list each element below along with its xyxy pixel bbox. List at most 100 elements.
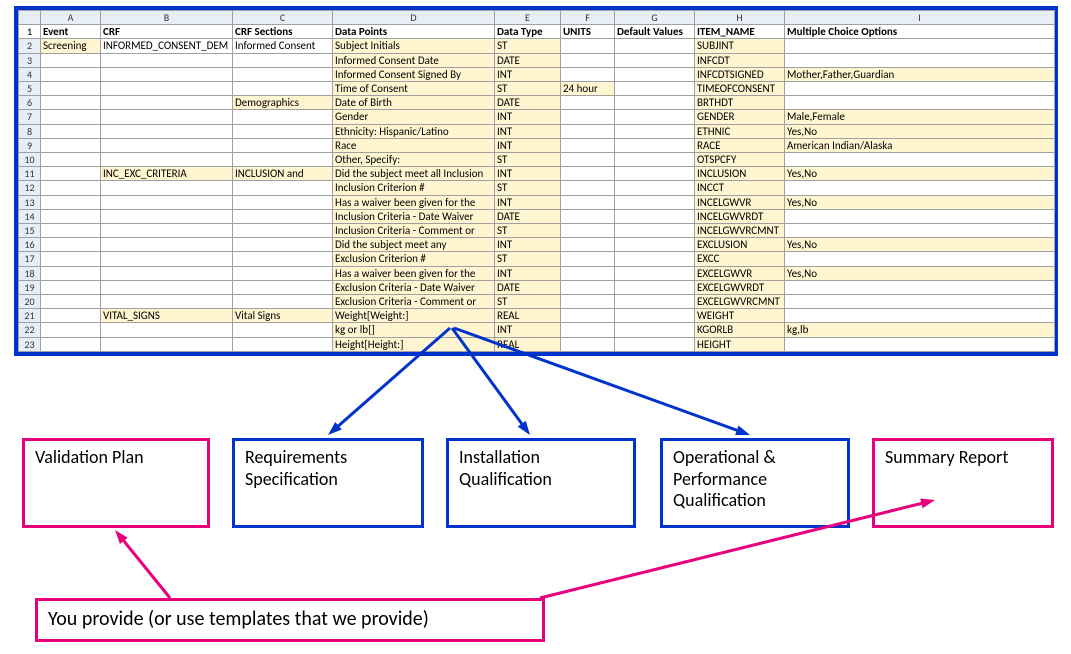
row-number: 8: [19, 124, 41, 138]
data-cell: [41, 309, 101, 323]
data-cell: [561, 280, 615, 294]
data-cell: [615, 67, 695, 81]
data-cell: [615, 309, 695, 323]
data-cell: Male,Female: [785, 110, 1055, 124]
data-cell: Weight[Weight:]: [333, 309, 495, 323]
data-cell: [785, 53, 1055, 67]
header-cell: Data Type: [495, 25, 561, 39]
data-cell: [41, 53, 101, 67]
data-cell: Exclusion Criteria - Comment or: [333, 295, 495, 309]
data-cell: [561, 153, 615, 167]
data-cell: INFCDT: [695, 53, 785, 67]
data-cell: [561, 53, 615, 67]
data-cell: Race: [333, 138, 495, 152]
data-cell: Yes,No: [785, 238, 1055, 252]
data-cell: [41, 82, 101, 96]
data-cell: [233, 181, 333, 195]
box-requirements-specification: Requirements Specification: [232, 438, 424, 528]
data-cell: [561, 96, 615, 110]
box-label: Summary Report: [885, 446, 1008, 468]
data-cell: [615, 209, 695, 223]
data-cell: VITAL_SIGNS: [101, 309, 233, 323]
data-cell: [101, 280, 233, 294]
data-cell: [785, 96, 1055, 110]
data-cell: [615, 238, 695, 252]
data-cell: Inclusion Criteria - Comment or: [333, 224, 495, 238]
data-cell: Exclusion Criteria - Date Waiver: [333, 280, 495, 294]
data-cell: Time of Consent: [333, 82, 495, 96]
data-cell: INCELGWVRDT: [695, 209, 785, 223]
data-cell: INCLUSION and: [233, 167, 333, 181]
data-cell: [615, 266, 695, 280]
data-cell: Ethnicity: Hispanic/Latino: [333, 124, 495, 138]
data-cell: [615, 138, 695, 152]
data-cell: [101, 138, 233, 152]
column-header: B: [101, 11, 233, 25]
column-header: I: [785, 11, 1055, 25]
header-cell: UNITS: [561, 25, 615, 39]
box-you-provide: You provide (or use templates that we pr…: [35, 598, 545, 642]
data-cell: [615, 96, 695, 110]
data-cell: [615, 252, 695, 266]
data-cell: [561, 295, 615, 309]
data-cell: [41, 323, 101, 337]
data-cell: [41, 67, 101, 81]
data-cell: [615, 195, 695, 209]
data-cell: INCELGWVR: [695, 195, 785, 209]
data-cell: DATE: [495, 209, 561, 223]
data-cell: [615, 295, 695, 309]
box-label-line: Operational &: [673, 446, 776, 468]
column-header: D: [333, 11, 495, 25]
data-cell: DATE: [495, 280, 561, 294]
row-number: 12: [19, 181, 41, 195]
row-number: 19: [19, 280, 41, 294]
header-cell: CRF: [101, 25, 233, 39]
data-cell: [233, 252, 333, 266]
box-label: You provide (or use templates that we pr…: [48, 607, 429, 631]
header-cell: Event: [41, 25, 101, 39]
row-number: 14: [19, 209, 41, 223]
data-cell: [561, 181, 615, 195]
data-cell: INT: [495, 195, 561, 209]
data-cell: INT: [495, 138, 561, 152]
data-cell: [233, 266, 333, 280]
header-cell: Data Points: [333, 25, 495, 39]
data-cell: EXCLUSION: [695, 238, 785, 252]
data-cell: [101, 53, 233, 67]
data-cell: [41, 238, 101, 252]
data-cell: [41, 138, 101, 152]
data-cell: [785, 309, 1055, 323]
data-cell: Did the subject meet all Inclusion: [333, 167, 495, 181]
data-cell: [615, 82, 695, 96]
box-label-line: Performance: [673, 468, 767, 490]
row-number: 22: [19, 323, 41, 337]
data-cell: EXCELGWVRCMNT: [695, 295, 785, 309]
data-cell: kg,lb: [785, 323, 1055, 337]
data-cell: [615, 110, 695, 124]
data-cell: TIMEOFCONSENT: [695, 82, 785, 96]
data-cell: Informed Consent Date: [333, 53, 495, 67]
data-cell: OTSPCFY: [695, 153, 785, 167]
data-cell: [615, 53, 695, 67]
row-number: 20: [19, 295, 41, 309]
data-cell: [233, 110, 333, 124]
data-cell: [785, 181, 1055, 195]
data-cell: Gender: [333, 110, 495, 124]
data-cell: Inclusion Criterion #: [333, 181, 495, 195]
data-cell: [615, 153, 695, 167]
data-cell: [101, 181, 233, 195]
data-cell: KGORLB: [695, 323, 785, 337]
row-number: 5: [19, 82, 41, 96]
data-cell: [785, 153, 1055, 167]
data-cell: RACE: [695, 138, 785, 152]
data-cell: [41, 153, 101, 167]
data-cell: [233, 238, 333, 252]
data-cell: ST: [495, 153, 561, 167]
row-number: 21: [19, 309, 41, 323]
data-cell: INCELGWVRCMNT: [695, 224, 785, 238]
data-cell: Inclusion Criteria - Date Waiver: [333, 209, 495, 223]
row-number: 4: [19, 67, 41, 81]
data-cell: INFORMED_CONSENT_DEM: [101, 39, 233, 53]
data-cell: REAL: [495, 337, 561, 351]
data-cell: [615, 39, 695, 53]
